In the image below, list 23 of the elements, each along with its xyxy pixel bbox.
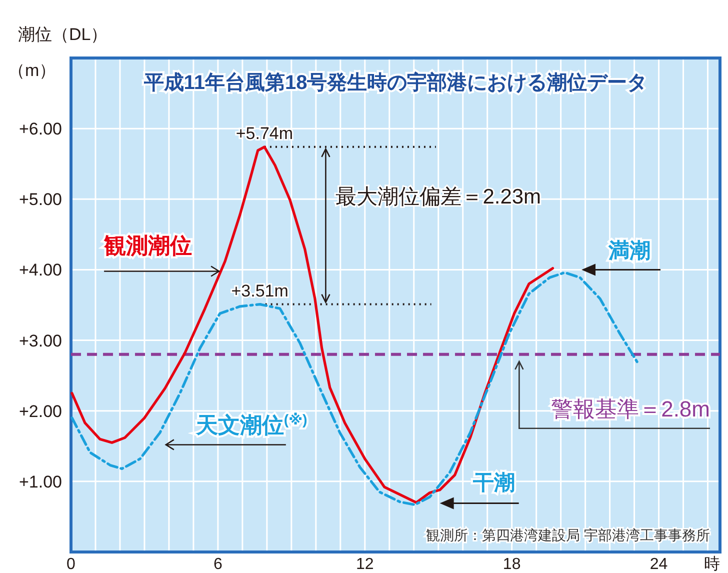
annotation: 満潮 <box>608 240 651 263</box>
x-tick-label: 0 <box>66 556 76 573</box>
y-tick-label: +4.00 <box>18 260 62 280</box>
annotation: +3.51m <box>231 281 288 300</box>
y-tick-label: +3.00 <box>18 331 62 350</box>
annotation: +5.74m <box>236 124 294 143</box>
x-tick-label: 6 <box>213 556 222 573</box>
x-axis-title: 時 <box>704 555 720 573</box>
annotation: 最大潮位偏差＝2.23m <box>336 186 542 209</box>
series-label: 天文潮位$^{(※)}$ <box>194 412 308 438</box>
y-axis-title: 潮位（DL）（m） <box>8 25 108 80</box>
annotation: 観測所：第四港湾建設局 宇部港湾工事事務所 <box>426 527 710 543</box>
x-tick-label: 18 <box>502 556 521 573</box>
annotation: 干潮 <box>472 471 515 494</box>
x-tick-label: 24 <box>650 556 668 573</box>
y-tick-label: +1.00 <box>18 472 62 492</box>
x-tick-label: 12 <box>356 556 374 573</box>
y-tick-label: +2.00 <box>18 402 62 421</box>
y-tick-label: +5.00 <box>18 190 62 210</box>
text: 平成11年台風第18号発生時の宇部港における潮位データ <box>142 71 648 94</box>
ref-line-label: 警報基準＝2.8m <box>551 396 710 422</box>
series-label: 観測潮位 <box>103 233 192 258</box>
y-tick-label: +6.00 <box>18 120 62 139</box>
